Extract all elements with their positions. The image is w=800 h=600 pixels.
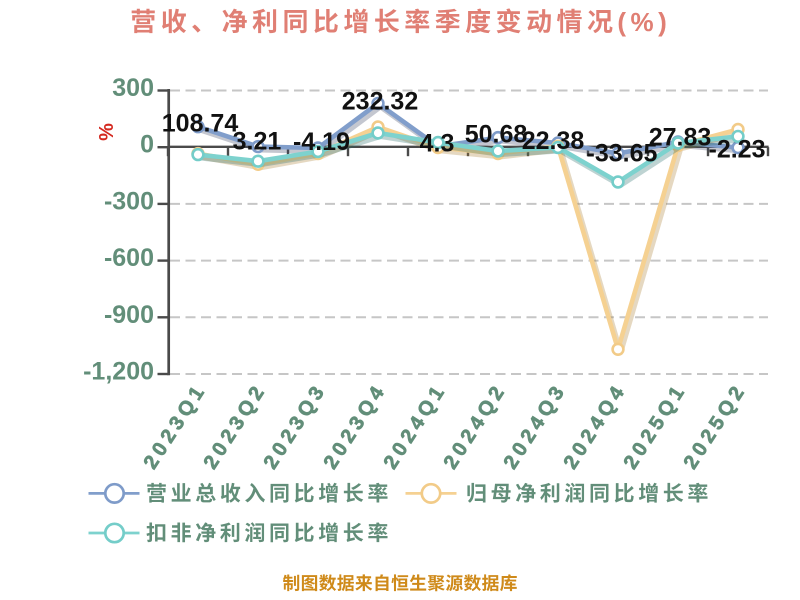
svg-text:22.38: 22.38 [522,127,585,155]
svg-text:%: % [96,123,118,141]
svg-text:4.3: 4.3 [420,130,455,158]
svg-text:(%): (%) [617,7,671,37]
svg-text:27.83: 27.83 [649,124,712,152]
svg-text:3.21: 3.21 [233,128,282,156]
svg-text:-33.65: -33.65 [587,140,658,168]
svg-text:0: 0 [140,131,154,159]
svg-text:-300: -300 [104,187,154,215]
svg-text:-1,200: -1,200 [83,358,154,386]
svg-text:108.74: 108.74 [162,110,239,138]
svg-text:50.68: 50.68 [465,121,528,149]
svg-text:-2.23: -2.23 [709,136,766,164]
svg-text:-4.19: -4.19 [293,128,350,156]
svg-text:232.32: 232.32 [342,88,418,116]
svg-text:300: 300 [112,74,154,102]
svg-text:-600: -600 [104,244,154,272]
svg-text:-900: -900 [104,301,154,329]
